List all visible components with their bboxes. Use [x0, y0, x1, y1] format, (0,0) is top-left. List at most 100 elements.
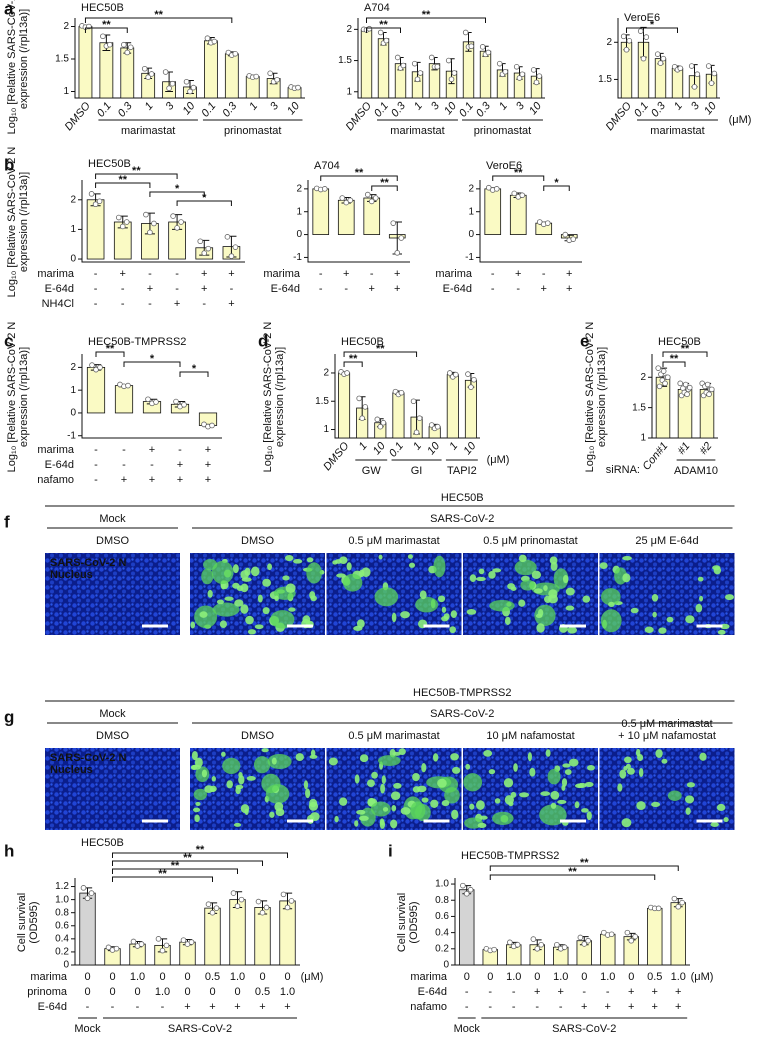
significance-label: ** — [118, 174, 127, 186]
data-point — [188, 939, 195, 945]
infected-cell — [393, 782, 402, 789]
infected-cell — [520, 579, 535, 591]
infected-cell — [623, 756, 632, 764]
infected-cell — [450, 610, 458, 618]
bar — [78, 26, 93, 99]
infected-cell — [284, 554, 294, 562]
infected-cell — [451, 766, 461, 774]
data-point — [530, 67, 537, 73]
infected-cell — [685, 795, 695, 804]
data-point — [601, 929, 607, 936]
infected-cell — [630, 607, 639, 614]
data-point — [671, 895, 678, 902]
significance-label: ** — [102, 19, 111, 31]
condition-value: 1.0 — [130, 971, 145, 983]
infected-cell — [194, 814, 200, 823]
condition-value: + — [605, 1001, 611, 1013]
y-tick-label: 0.4 — [435, 927, 449, 938]
infected-cell — [488, 769, 496, 775]
data-point — [479, 44, 486, 50]
unit-label: (μM) — [301, 971, 324, 983]
condition-value: + — [205, 459, 211, 471]
y-tick-label: 1.0 — [55, 894, 69, 905]
x-tick-label: 3 — [689, 99, 703, 112]
condition-value: + — [515, 268, 521, 280]
infected-cell — [557, 799, 567, 805]
infected-cell — [651, 594, 659, 602]
data-point — [507, 939, 513, 946]
condition-value: - — [512, 1001, 516, 1013]
condition-value: - — [582, 986, 586, 998]
infected-cell — [285, 583, 296, 594]
data-point — [694, 71, 701, 78]
condition-value: - — [86, 1001, 90, 1013]
infected-cell — [257, 594, 263, 603]
infected-cell — [400, 807, 411, 815]
infected-cell — [441, 799, 450, 807]
condition-value: + — [541, 283, 547, 295]
infected-cell — [378, 554, 383, 560]
bar — [479, 50, 492, 99]
infected-cell — [584, 781, 594, 787]
significance-label: ** — [355, 167, 364, 179]
infected-cell — [241, 577, 252, 582]
condition-value: 0 — [581, 971, 587, 983]
condition-value: - — [122, 444, 126, 456]
infected-cell — [549, 556, 558, 565]
significance-bracket — [112, 876, 213, 882]
infected-cell — [622, 573, 631, 583]
data-point — [380, 419, 387, 426]
data-point — [502, 68, 509, 75]
condition-value: - — [512, 986, 516, 998]
condition-value: - — [178, 444, 182, 456]
infected-cell — [269, 811, 275, 818]
image-panel: g HEC50B-TMPRSS2 Mock SARS-CoV-2 DMSO DMSO 0.5… — [4, 687, 735, 830]
significance-bracket — [343, 361, 363, 367]
infected-cell — [354, 820, 359, 827]
condition-value: - — [148, 268, 152, 280]
data-point — [467, 886, 474, 893]
x-tick-label: 0.3 — [220, 99, 240, 119]
infected-cell — [240, 583, 249, 593]
data-point — [428, 54, 435, 61]
infected-cell — [293, 559, 303, 564]
infected-cell — [503, 778, 514, 788]
bar — [509, 194, 527, 235]
infected-cell — [207, 589, 213, 598]
infected-cell — [685, 807, 691, 815]
unit-label: (μM) — [487, 454, 510, 466]
bar — [86, 366, 106, 414]
condition-value: - — [94, 474, 98, 486]
data-point — [468, 43, 475, 50]
y-tick-label: 1.5 — [315, 396, 329, 407]
bar — [377, 38, 390, 99]
infected-cell — [465, 763, 471, 770]
bar — [204, 40, 218, 99]
infected-cell — [381, 775, 386, 785]
x-tick-label: #2 — [697, 440, 714, 457]
infected-cell — [310, 749, 316, 757]
data-point — [115, 214, 122, 221]
infected-cell — [334, 815, 339, 823]
panel-letter: c — [4, 331, 13, 350]
condition-value: - — [491, 283, 495, 295]
condition-value: + — [534, 986, 540, 998]
infected-cell — [246, 776, 256, 781]
x-tick-label: 10 — [180, 99, 198, 117]
infected-cell — [191, 750, 198, 761]
significance-label: ** — [670, 353, 679, 365]
y-axis-label: Log₁₀ [Relative SARS-CoV-2 N — [584, 322, 596, 473]
bar — [224, 53, 239, 99]
data-point — [686, 384, 693, 391]
bar — [600, 933, 616, 966]
data-point — [711, 70, 718, 77]
infected-cell — [723, 817, 729, 823]
condition-value: - — [230, 283, 234, 295]
data-point — [205, 245, 212, 252]
panel-letter: d — [258, 331, 268, 350]
y-tick-label: 1 — [468, 206, 474, 217]
condition-value: 0 — [159, 971, 165, 983]
infected-cell — [224, 596, 234, 601]
bar — [120, 47, 135, 99]
